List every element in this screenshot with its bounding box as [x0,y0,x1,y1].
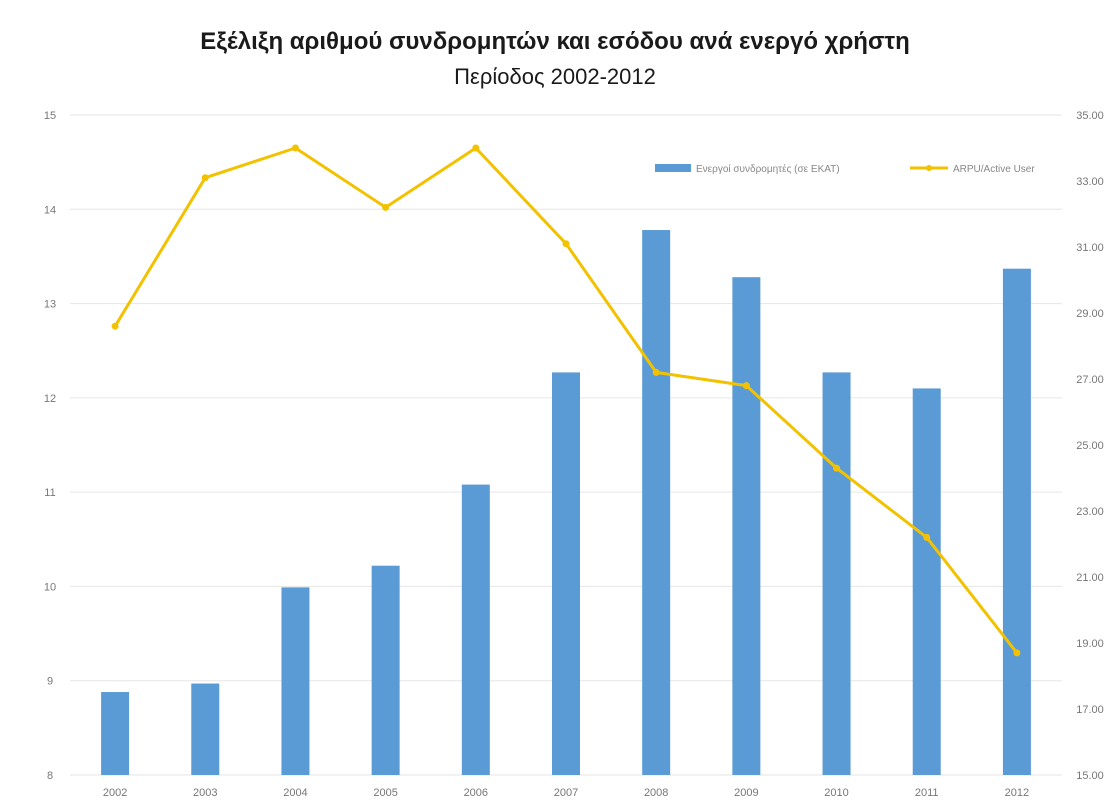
x-tick-label: 2007 [554,787,578,799]
bar [281,587,310,775]
x-tick-label: 2002 [103,787,127,799]
line-point [201,174,209,182]
x-tick-label: 2008 [644,787,668,799]
legend-bar-label: Ενεργοί συνδρομητές (σε ΕΚΑΤ) [696,163,840,175]
y-right-tick-label: 15.00 [1076,770,1104,782]
line-point [382,203,390,211]
x-tick-label: 2009 [734,787,758,799]
y-right-tick-label: 17.00 [1076,704,1104,716]
chart-subtitle: Περίοδος 2002-2012 [454,64,656,89]
bar [642,230,671,775]
y-right-tick-label: 25.00 [1076,440,1104,452]
line-point [1013,649,1021,657]
y-left-tick-label: 15 [44,110,56,122]
y-right-tick-label: 31.00 [1076,242,1104,254]
line-point [742,382,750,390]
x-tick-label: 2010 [824,787,848,799]
bar [822,372,851,775]
line-point [472,144,480,152]
x-tick-label: 2011 [915,787,939,799]
line-point [833,464,841,472]
bar [912,388,941,775]
x-tick-label: 2004 [283,787,307,799]
bar [101,692,130,775]
y-right-tick-label: 19.00 [1076,638,1104,650]
legend-line-marker [926,165,932,171]
chart-title: Εξέλιξη αριθμού συνδρομητών και εσόδου α… [200,28,910,55]
y-right-tick-label: 23.00 [1076,506,1104,518]
y-right-tick-label: 29.00 [1076,308,1104,320]
x-tick-label: 2005 [373,787,397,799]
bar [461,484,490,775]
y-left-tick-label: 13 [44,299,56,311]
legend-line-label: ARPU/Active User [953,164,1035,175]
y-left-tick-label: 11 [44,487,55,499]
y-left-tick-label: 10 [44,581,56,593]
bar [191,683,220,775]
line-point [111,322,119,330]
line-point [291,144,299,152]
line-point [562,240,570,248]
bar [1002,268,1031,775]
legend-bar-swatch [655,164,691,172]
y-left-tick-label: 12 [44,393,56,405]
y-right-tick-label: 21.00 [1076,572,1104,584]
y-right-tick-label: 33.00 [1076,176,1104,188]
x-tick-label: 2012 [1005,787,1029,799]
bar [552,372,580,775]
bar [371,565,400,775]
line-point [652,368,660,376]
x-tick-label: 2006 [464,787,488,799]
y-right-tick-label: 35.00 [1076,110,1104,122]
y-left-tick-label: 9 [47,676,53,688]
y-left-tick-label: 14 [44,204,56,216]
y-left-tick-label: 8 [47,770,53,782]
y-right-tick-label: 27.00 [1076,374,1104,386]
line-point [923,533,931,541]
x-tick-label: 2003 [193,787,217,799]
bar [732,277,761,775]
